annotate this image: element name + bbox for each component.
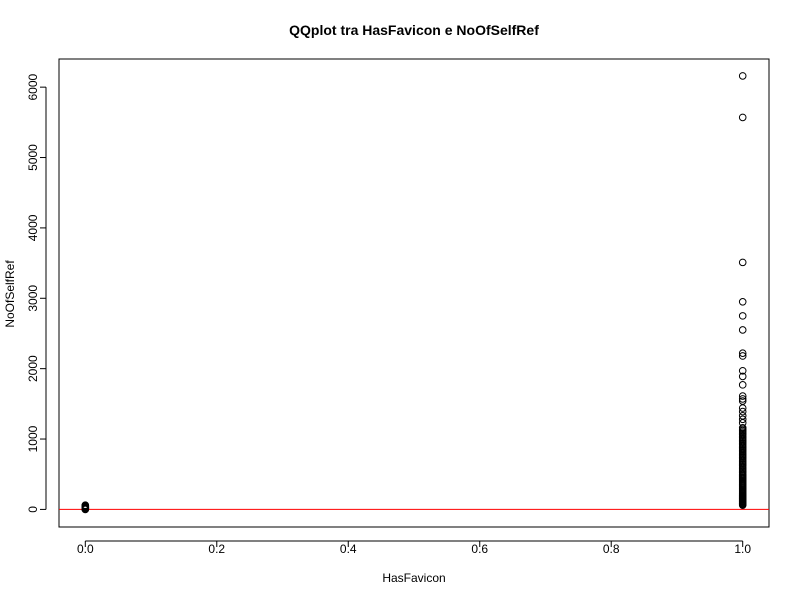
data-point xyxy=(738,372,747,381)
data-point xyxy=(738,326,747,334)
chart-title: QQplot tra HasFavicon e NoOfSelfRef xyxy=(289,22,539,38)
y-tick-label: 5000 xyxy=(26,144,40,171)
y-axis-label: NoOfSelfRef xyxy=(3,260,17,328)
data-point xyxy=(738,423,747,432)
data-point xyxy=(738,349,747,357)
data-point xyxy=(738,395,747,403)
axes: 0.0 0.2 0.4 0.6 0.8 1.0 0 1000 2000 3000 4000 5000 6… xyxy=(26,73,751,556)
x-tick-label: 0.4 xyxy=(340,542,357,556)
x-tick-label: 0.8 xyxy=(603,542,620,556)
data-point xyxy=(81,501,90,509)
data-point xyxy=(738,415,747,424)
y-tick-label: 2000 xyxy=(26,355,40,382)
x-tick-label: 0.2 xyxy=(208,542,225,556)
data-point xyxy=(738,397,747,405)
data-point xyxy=(738,407,747,416)
y-tick-label: 0 xyxy=(26,506,40,513)
data-point xyxy=(738,113,747,122)
plot-frame xyxy=(58,58,770,528)
data-point xyxy=(738,258,747,267)
data-point xyxy=(738,366,747,375)
data-point xyxy=(738,297,747,306)
x-tick-label: 0.0 xyxy=(77,542,94,556)
data-point xyxy=(738,72,747,80)
y-tick-label: 4000 xyxy=(26,214,40,241)
data-point xyxy=(738,312,747,320)
x-tick-label: 0.6 xyxy=(471,542,488,556)
data-marks xyxy=(59,72,769,514)
y-tick-label: 6000 xyxy=(26,73,40,100)
y-tick-label: 3000 xyxy=(26,285,40,312)
data-point xyxy=(738,352,747,360)
x-tick-label: 1.0 xyxy=(734,542,751,556)
data-point xyxy=(738,381,747,389)
x-axis-label: HasFavicon xyxy=(382,571,445,585)
data-point xyxy=(738,412,747,420)
data-point xyxy=(738,392,747,400)
y-tick-label: 1000 xyxy=(26,425,40,452)
